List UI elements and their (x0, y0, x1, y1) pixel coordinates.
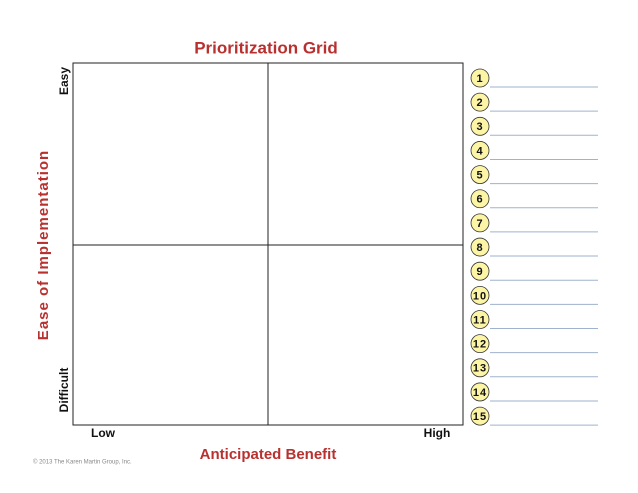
y-axis-label: Ease of Implementation (35, 150, 52, 340)
item-badge (470, 406, 490, 426)
item-number: 5 (476, 170, 483, 182)
x-axis-label: Anticipated Benefit (200, 446, 337, 463)
item-number: 6 (476, 194, 483, 206)
item-number: 2 (476, 97, 483, 109)
item-badge (470, 261, 490, 281)
item-number: 15 (473, 411, 487, 423)
item-number: 9 (476, 266, 483, 278)
item-badge (470, 358, 490, 378)
item-badge (470, 285, 490, 305)
item-number: 12 (473, 339, 487, 351)
footer: © 2013 The Karen Martin Group, Inc. (33, 459, 132, 466)
item-badge (470, 141, 490, 160)
item-number: 1 (476, 73, 483, 85)
title: Prioritization Grid (194, 38, 338, 57)
item-badge (470, 237, 490, 257)
item-badge (470, 213, 490, 233)
item-number: 11 (473, 314, 487, 326)
item-number: 14 (473, 387, 487, 399)
x-axis-left: Low (91, 426, 116, 440)
item-number: 13 (473, 363, 487, 375)
item-number: 8 (476, 242, 483, 254)
item-badge (470, 334, 490, 354)
y-axis-bottom: Difficult (57, 368, 71, 413)
x-axis-right: High (424, 426, 451, 440)
item-badge (470, 116, 490, 136)
item-number: 7 (476, 218, 483, 230)
item-badge (470, 165, 490, 185)
y-axis-top: Easy (57, 67, 71, 95)
item-badge (470, 310, 490, 329)
item-badge (470, 189, 490, 209)
item-number: 4 (476, 145, 483, 157)
item-number: 3 (476, 121, 483, 133)
item-badge (470, 68, 490, 88)
item-badge (470, 92, 490, 112)
item-number: 10 (473, 290, 487, 302)
item-badge (470, 382, 490, 402)
